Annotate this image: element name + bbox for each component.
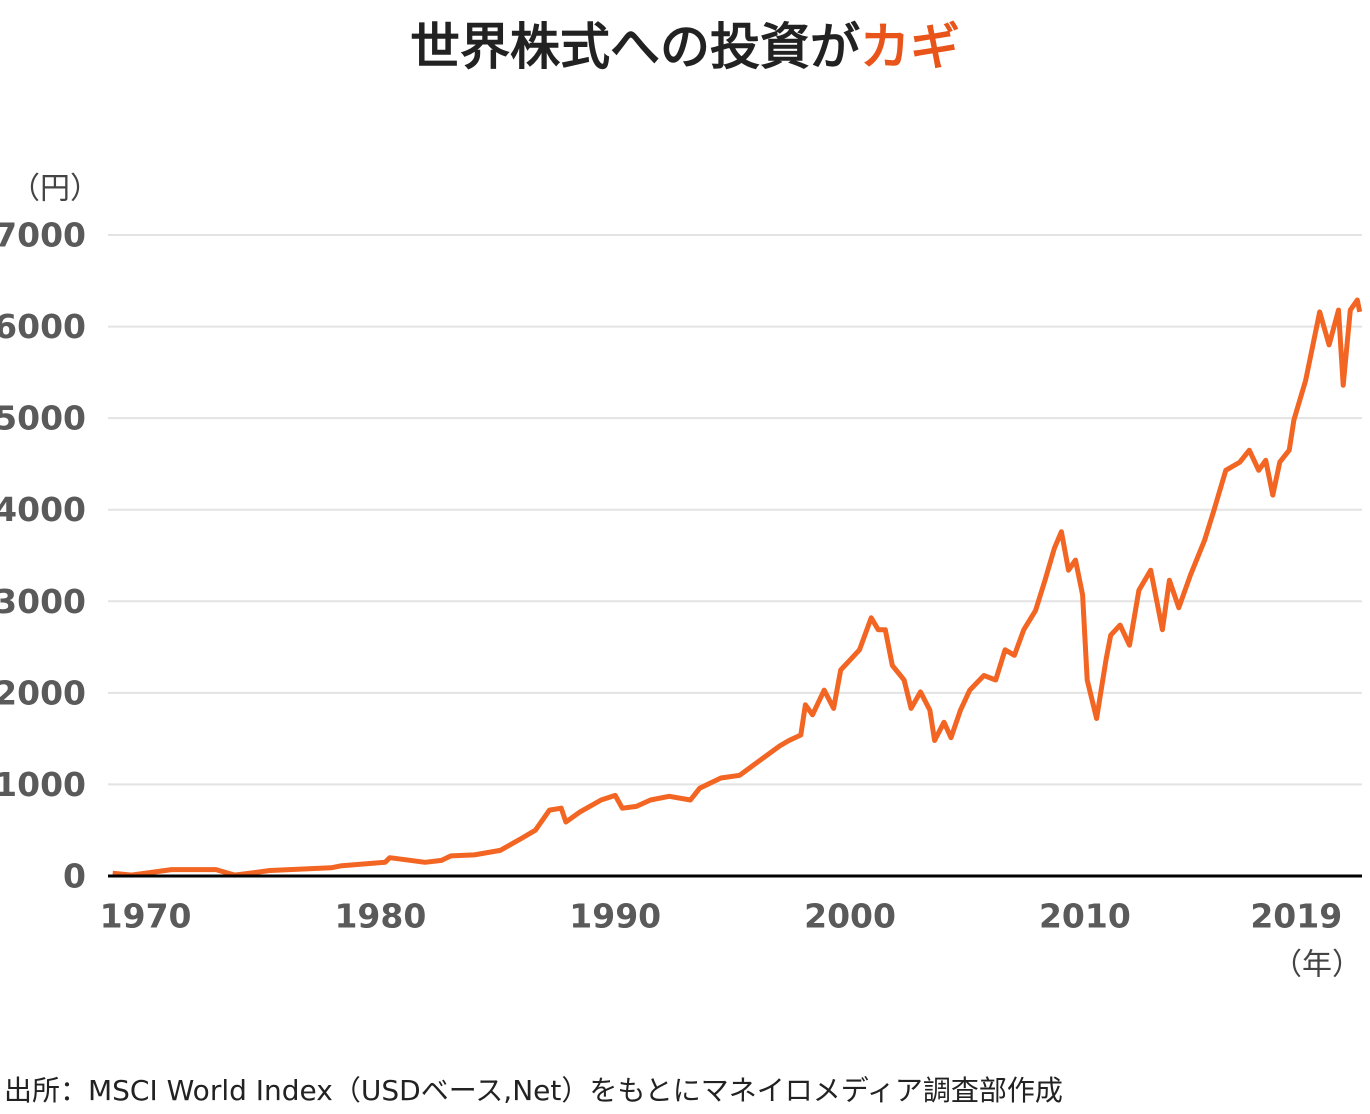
chart-title: 世界株式への投資がカギ <box>410 18 960 76</box>
source-note: 出所：MSCI World Index（USDベース,Net）をもとにマネイロメ… <box>4 1074 1063 1107</box>
y-tick-label: 1000 <box>0 765 86 804</box>
title-text: 世界株式への投資が <box>410 18 860 76</box>
x-tick-label: 1980 <box>334 897 426 936</box>
y-tick-label: 6000 <box>0 307 86 346</box>
data-line <box>112 297 1363 878</box>
y-tick-label: 2000 <box>0 673 86 712</box>
x-tick-label: 2010 <box>1039 897 1131 936</box>
y-tick-label: 4000 <box>0 490 86 529</box>
x-tick-label: 2019 <box>1250 897 1342 936</box>
y-unit: （円） <box>10 172 100 207</box>
y-tick-label: 5000 <box>0 399 86 438</box>
x-tick-label: 2000 <box>804 897 896 936</box>
y-tick-label: 7000 <box>0 216 86 255</box>
x-unit: （年） <box>1272 948 1362 983</box>
x-tick-label: 1990 <box>569 897 661 936</box>
y-tick-label: 0 <box>63 857 86 896</box>
title-highlight: カギ <box>860 18 960 76</box>
x-tick-label: 1970 <box>100 897 192 936</box>
y-tick-label: 3000 <box>0 582 86 621</box>
